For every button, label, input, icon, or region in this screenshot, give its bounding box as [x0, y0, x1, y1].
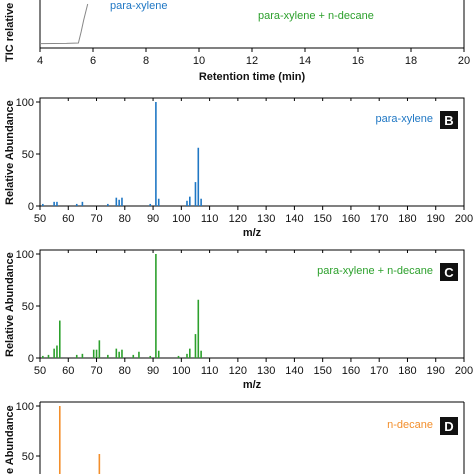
panel-d-badge: D: [440, 417, 458, 435]
panel-b-badge-letter: B: [444, 113, 453, 128]
panel-b-x-tick-label: 70: [90, 213, 102, 225]
panel-a-legend-mixture: para-xylene + n-decane: [258, 10, 374, 22]
panel-c-legend: para-xylene + n-decane: [317, 265, 433, 277]
panel-a-x-tick-label: 16: [352, 55, 364, 67]
panel-b-y-tick-label: 100: [16, 97, 34, 109]
panel-b-x-tick-label: 140: [285, 213, 303, 225]
panel-b: 50 60 70 80 90 100 110 120 130 140 150 160 170 180 190…: [4, 97, 473, 239]
panel-b-frame: [39, 97, 465, 207]
panel-c-y-ticks: 0 50 100: [16, 249, 40, 365]
panel-c-x-tick-label: 50: [34, 365, 46, 377]
panel-b-x-tick-label: 80: [119, 213, 131, 225]
panel-c: 50 60 70 80 90 100 110 120 130 140 150 160 170 180 190…: [4, 249, 473, 391]
panel-c-x-tick-label: 90: [147, 365, 159, 377]
panel-c-y-tick-label: 0: [28, 353, 34, 365]
panel-a-x-tick-label: 18: [405, 55, 417, 67]
panel-b-x-tick-label: 180: [398, 213, 416, 225]
panel-d-ylabel: e Abundance: [4, 405, 16, 474]
panel-c-y-tick-label: 50: [22, 301, 34, 313]
panel-c-x-tick-label: 170: [370, 365, 388, 377]
panel-b-x-tick-label: 60: [62, 213, 74, 225]
panel-b-x-tick-label: 160: [342, 213, 360, 225]
panel-a: 4 6 8 10 12 14 16 18 20 para-xylene para-xylene …: [4, 0, 470, 83]
panel-a-x-ticks: 4 6 8 10 12 14 16 18 20: [37, 48, 470, 67]
panel-b-x-tick-label: 110: [201, 213, 219, 225]
panel-d-y-ticks: 50 100: [16, 401, 40, 463]
panel-d: 50 100 n-decane D e Abundance: [4, 401, 465, 474]
panel-a-xlabel: Retention time (min): [199, 71, 306, 83]
panel-c-bars: [42, 254, 202, 358]
panel-a-x-tick-label: 20: [458, 55, 470, 67]
panel-d-badge-letter: D: [444, 419, 453, 434]
panel-d-y-tick-label: 100: [16, 401, 34, 413]
panel-c-x-tick-label: 140: [285, 365, 303, 377]
panel-c-x-tick-label: 160: [342, 365, 360, 377]
panel-b-x-tick-label: 50: [34, 213, 46, 225]
panel-b-x-tick-label: 130: [257, 213, 275, 225]
panel-b-x-tick-label: 150: [313, 213, 331, 225]
panel-a-x-tick-label: 10: [193, 55, 205, 67]
panel-c-x-tick-label: 60: [62, 365, 74, 377]
panel-b-xlabel: m/z: [243, 227, 262, 239]
panel-b-badge: B: [440, 111, 458, 129]
panel-b-x-tick-label: 90: [147, 213, 159, 225]
panel-b-x-tick-label: 190: [427, 213, 445, 225]
panel-c-x-tick-label: 80: [119, 365, 131, 377]
panel-c-frame: [39, 249, 465, 359]
panel-b-y-ticks: 0 50 100: [16, 97, 40, 213]
panel-c-x-tick-label: 150: [313, 365, 331, 377]
panel-a-x-tick-label: 8: [143, 55, 149, 67]
panel-c-x-tick-label: 180: [398, 365, 416, 377]
panel-b-ylabel: Relative Abundance: [4, 100, 16, 205]
panel-a-ylabel: TIC relative: [4, 3, 16, 62]
panel-b-legend: para-xylene: [376, 113, 433, 125]
panel-d-bars: [58, 406, 101, 474]
panel-d-legend: n-decane: [387, 419, 433, 431]
panel-b-x-tick-label: 200: [455, 213, 473, 225]
panel-c-x-tick-label: 100: [172, 365, 190, 377]
panel-c-x-tick-label: 70: [90, 365, 102, 377]
panel-a-x-tick-label: 14: [299, 55, 311, 67]
panel-c-x-tick-label: 110: [201, 365, 219, 377]
panel-a-trace: [39, 3, 89, 45]
panel-c-x-tick-label: 200: [455, 365, 473, 377]
panel-b-x-ticks: 50 60 70 80 90 100 110 120 130 140 150 160 170 180 190…: [34, 98, 473, 225]
panel-c-x-ticks: 50 60 70 80 90 100 110 120 130 140 150 160 170 180 190…: [34, 250, 473, 377]
panel-a-legend-para-xylene: para-xylene: [110, 0, 167, 12]
panel-a-x-tick-label: 12: [246, 55, 258, 67]
panel-c-xlabel: m/z: [243, 379, 262, 391]
panel-b-bars: [42, 102, 202, 206]
panel-c-ylabel: Relative Abundance: [4, 252, 16, 357]
panel-c-x-tick-label: 190: [427, 365, 445, 377]
panel-b-y-tick-label: 50: [22, 149, 34, 161]
panel-c-x-tick-label: 120: [229, 365, 247, 377]
panel-a-x-tick-label: 6: [90, 55, 96, 67]
panel-c-badge: C: [440, 263, 458, 281]
panel-a-x-tick-label: 4: [37, 55, 43, 67]
panel-b-x-tick-label: 170: [370, 213, 388, 225]
panel-b-x-tick-label: 100: [172, 213, 190, 225]
panel-c-x-tick-label: 130: [257, 365, 275, 377]
panel-b-x-tick-label: 120: [229, 213, 247, 225]
panel-d-y-tick-label: 50: [22, 451, 34, 463]
panel-b-y-tick-label: 0: [28, 201, 34, 213]
panel-c-y-tick-label: 100: [16, 249, 34, 261]
panel-c-badge-letter: C: [444, 265, 454, 280]
